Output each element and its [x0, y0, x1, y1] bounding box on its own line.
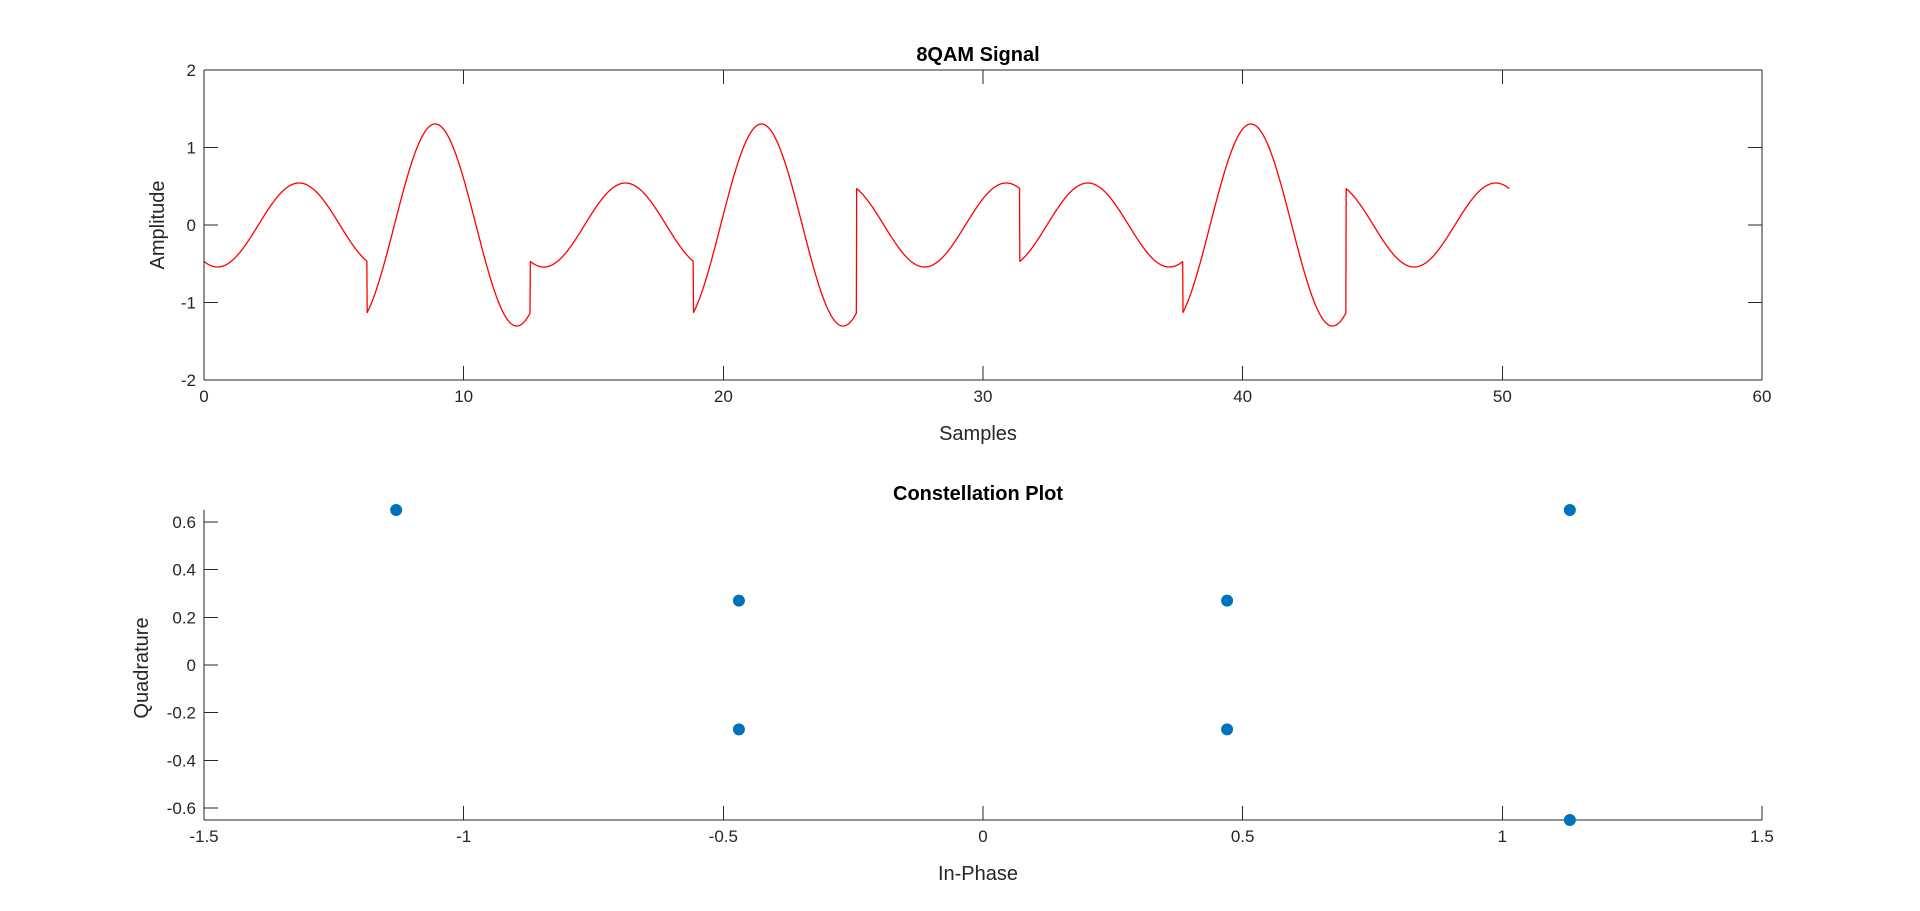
constellation-plot-xlabel: In-Phase: [938, 863, 1018, 885]
constellation-plot-ylabel: Quadrature: [131, 617, 153, 718]
constellation-plot-title: Constellation Plot: [893, 483, 1063, 505]
constellation-xtick-label: 0: [978, 827, 987, 846]
signal-plot-axes: 0 10 20 30 40 50 60 -2 -1 0 1 2: [181, 61, 1772, 406]
constellation-ytick-label: -0.4: [167, 751, 196, 770]
constellation-xtick-label: -0.5: [709, 827, 738, 846]
signal-plot-title: 8QAM Signal: [916, 44, 1039, 66]
signal-ytick-label: 1: [187, 139, 196, 158]
constellation-ytick-label: 0.6: [172, 513, 196, 532]
constellation-xtick-label: 0.5: [1231, 827, 1255, 846]
signal-xtick-label: 0: [199, 387, 208, 406]
constellation-point: [732, 723, 745, 736]
constellation-ytick-label: -0.6: [167, 799, 196, 818]
signal-line: [203, 123, 1510, 327]
constellation-xtick-label: -1.5: [189, 827, 218, 846]
constellation-xtick-label: 1: [1498, 827, 1507, 846]
constellation-ytick-label: 0: [187, 656, 196, 675]
constellation-point: [1221, 594, 1234, 607]
signal-plot-marks: [203, 123, 1510, 327]
signal-xtick-label: 20: [714, 387, 733, 406]
constellation-ytick-label: 0.4: [172, 561, 196, 580]
constellation-point: [390, 504, 403, 516]
signal-ytick-label: -2: [181, 371, 196, 390]
constellation-point: [1221, 723, 1234, 736]
signal-xtick-label: 60: [1753, 387, 1772, 406]
constellation-plot: Constellation Plot -1.5 -1 -0.5 0 0.5 1 1.5 -0.…: [131, 483, 1774, 885]
constellation-ytick-label: 0.2: [172, 608, 196, 627]
constellation-plot-axes: -1.5 -1 -0.5 0 0.5 1 1.5 -0.6 -0.4 -0.2 0 0.2 0.4 0.6: [167, 510, 1774, 846]
constellation-point: [732, 594, 745, 607]
constellation-ytick-label: -0.2: [167, 704, 196, 723]
signal-plot-ylabel: Amplitude: [147, 181, 169, 270]
constellation-xtick-label: 1.5: [1750, 827, 1774, 846]
signal-plot: 8QAM Signal 0 10 20 30 40 50 60 -2 -1 0 1 2 Samples…: [147, 44, 1771, 445]
signal-xtick-label: 40: [1233, 387, 1252, 406]
constellation-point: [1563, 814, 1576, 826]
signal-ytick-label: 0: [187, 216, 196, 235]
signal-ytick-label: 2: [187, 61, 196, 80]
signal-xtick-label: 50: [1493, 387, 1512, 406]
signal-ytick-label: -1: [181, 294, 196, 313]
constellation-point: [1563, 504, 1576, 516]
constellation-xtick-label: -1: [456, 827, 471, 846]
constellation-plot-marks: [390, 504, 1576, 826]
signal-xtick-label: 30: [974, 387, 993, 406]
signal-plot-xlabel: Samples: [939, 423, 1017, 445]
signal-xtick-label: 10: [454, 387, 473, 406]
